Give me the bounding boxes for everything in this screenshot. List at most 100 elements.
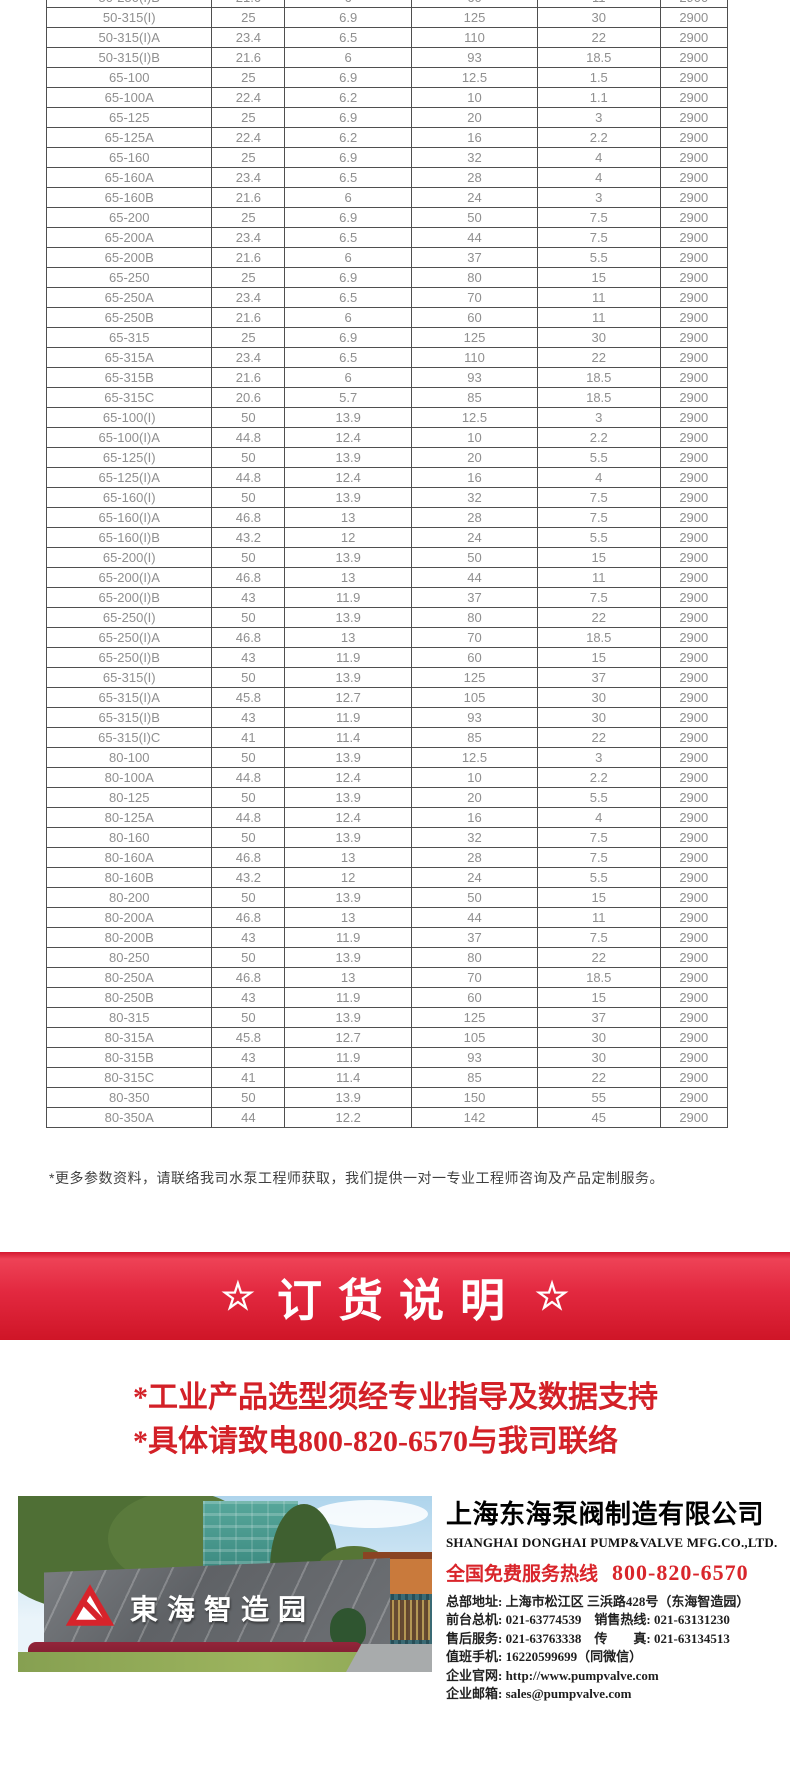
table-row: 80-350A 44 12.2 142 45 2900 (46, 1107, 728, 1128)
table-cell: 80-100A (46, 767, 213, 788)
table-cell: 6.2 (284, 87, 412, 108)
table-cell: 50 (211, 547, 286, 568)
table-cell: 65-200(I) (46, 547, 213, 568)
table-cell: 50 (410, 207, 538, 228)
table-cell: 11 (536, 0, 661, 8)
table-cell: 50 (211, 1007, 286, 1028)
table-cell: 11.4 (284, 1067, 412, 1088)
table-cell: 65-315(I)A (46, 687, 213, 708)
table-row: 80-100A 44.8 12.4 10 2.2 2900 (46, 767, 728, 788)
table-row: 80-350 50 13.9 150 55 2900 (46, 1087, 728, 1108)
table-cell: 50-315(I)B (46, 47, 213, 68)
table-cell: 32 (410, 147, 538, 168)
table-cell: 125 (410, 327, 538, 348)
table-cell: 24 (410, 527, 538, 548)
table-cell: 18.5 (536, 967, 661, 988)
table-cell: 1.1 (536, 87, 661, 108)
table-cell: 37 (536, 667, 661, 688)
table-cell: 13.9 (284, 487, 412, 508)
table-cell: 25 (211, 267, 286, 288)
table-cell: 6.9 (284, 67, 412, 88)
table-cell: 11 (536, 907, 661, 928)
table-cell: 2900 (659, 1067, 728, 1088)
table-row: 65-315B 21.6 6 93 18.5 2900 (46, 367, 728, 388)
table-cell: 65-125(I)A (46, 467, 213, 488)
table-cell: 3 (536, 747, 661, 768)
table-cell: 2900 (659, 567, 728, 588)
table-cell: 12.7 (284, 1027, 412, 1048)
table-cell: 7.5 (536, 927, 661, 948)
table-cell: 105 (410, 1027, 538, 1048)
table-cell: 13.9 (284, 407, 412, 428)
table-cell: 80-200 (46, 887, 213, 908)
table-cell: 12 (284, 867, 412, 888)
table-cell: 70 (410, 967, 538, 988)
table-cell: 30 (536, 1047, 661, 1068)
table-row: 65-250 25 6.9 80 15 2900 (46, 267, 728, 288)
table-cell: 12.5 (410, 67, 538, 88)
table-cell: 70 (410, 287, 538, 308)
table-cell: 2900 (659, 547, 728, 568)
footer: 東海智造园 上海东海泵阀制造有限公司 SHANGHAI DONGHAI PUMP… (0, 1494, 790, 1701)
table-row: 65-315C 20.6 5.7 85 18.5 2900 (46, 387, 728, 408)
table-cell: 13.9 (284, 447, 412, 468)
service-hotline: 全国免费服务热线 800-820-6570 (446, 1559, 790, 1586)
table-cell: 11 (536, 287, 661, 308)
table-cell: 15 (536, 547, 661, 568)
contact-lines: 总部地址: 上海市松江区 三浜路428号（东海智造园） 前台总机: 021-63… (446, 1593, 790, 1703)
table-cell: 13 (284, 907, 412, 928)
table-cell: 6 (284, 367, 412, 388)
table-cell: 20 (410, 787, 538, 808)
table-row: 50-315(I)A 23.4 6.5 110 22 2900 (46, 27, 728, 48)
table-cell: 125 (410, 1007, 538, 1028)
table-cell: 11 (536, 307, 661, 328)
table-row: 65-160(I)A 46.8 13 28 7.5 2900 (46, 507, 728, 528)
table-row: 65-160A 23.4 6.5 28 4 2900 (46, 167, 728, 188)
table-cell: 6.9 (284, 207, 412, 228)
table-cell: 50 (410, 887, 538, 908)
contact-email: 企业邮箱: sales@pumpvalve.com (446, 1686, 632, 1702)
table-cell: 93 (410, 47, 538, 68)
table-cell: 2.2 (536, 767, 661, 788)
table-cell: 50 (211, 827, 286, 848)
table-cell: 70 (410, 627, 538, 648)
table-cell: 80-350A (46, 1107, 213, 1128)
table-cell: 25 (211, 327, 286, 348)
notice-line-1: *工业产品选型须经专业指导及数据支持 (133, 1381, 658, 1414)
table-row: 80-315C 41 11.4 85 22 2900 (46, 1067, 728, 1088)
table-cell: 2900 (659, 327, 728, 348)
notice-line-2: *具体请致电800-820-6570与我司联络 (133, 1425, 618, 1458)
table-row: 65-250(I)A 46.8 13 70 18.5 2900 (46, 627, 728, 648)
table-row: 65-200A 23.4 6.5 44 7.5 2900 (46, 227, 728, 248)
table-cell: 3 (536, 187, 661, 208)
table-cell: 13 (284, 967, 412, 988)
table-cell: 50 (211, 947, 286, 968)
table-cell: 45.8 (211, 1027, 286, 1048)
table-cell: 50 (211, 447, 286, 468)
table-cell: 50 (211, 1087, 286, 1108)
table-cell: 2900 (659, 647, 728, 668)
table-cell: 2900 (659, 887, 728, 908)
table-row: 65-315(I)B 43 11.9 93 30 2900 (46, 707, 728, 728)
table-row: 65-125(I) 50 13.9 20 5.5 2900 (46, 447, 728, 468)
table-row: 65-200 25 6.9 50 7.5 2900 (46, 207, 728, 228)
table-cell: 2900 (659, 187, 728, 208)
table-cell: 60 (410, 307, 538, 328)
table-cell: 65-125A (46, 127, 213, 148)
table-cell: 23.4 (211, 167, 286, 188)
table-cell: 2900 (659, 487, 728, 508)
table-cell: 2.2 (536, 427, 661, 448)
table-cell: 65-315C (46, 387, 213, 408)
table-cell: 46.8 (211, 847, 286, 868)
table-cell: 6.5 (284, 347, 412, 368)
table-cell: 13 (284, 507, 412, 528)
table-cell: 80 (410, 267, 538, 288)
table-cell: 2900 (659, 127, 728, 148)
driveway-shape (346, 1644, 432, 1672)
table-cell: 10 (410, 427, 538, 448)
table-cell: 110 (410, 347, 538, 368)
table-row: 50-315(I)B 21.6 6 93 18.5 2900 (46, 47, 728, 68)
table-cell: 80 (410, 947, 538, 968)
table-cell: 23.4 (211, 227, 286, 248)
table-cell: 65-315(I)C (46, 727, 213, 748)
